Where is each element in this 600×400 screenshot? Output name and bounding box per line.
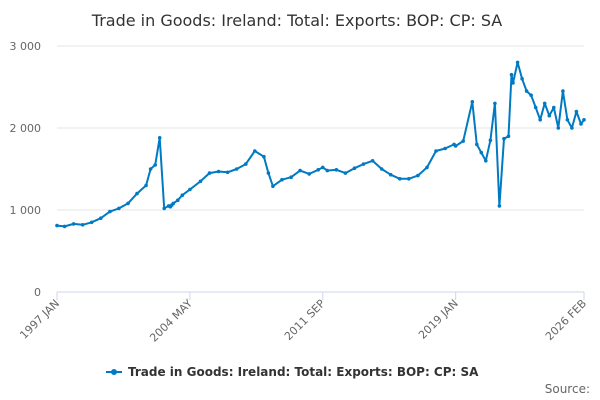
x-tick-label: 2019 JAN xyxy=(416,297,461,342)
series-layer xyxy=(55,60,586,229)
data-point[interactable] xyxy=(398,177,402,181)
x-tick-label: 2004 MAY xyxy=(147,297,195,345)
data-point[interactable] xyxy=(579,122,583,126)
data-point[interactable] xyxy=(520,77,524,81)
data-point[interactable] xyxy=(434,149,438,153)
data-point[interactable] xyxy=(574,109,579,114)
data-point[interactable] xyxy=(325,168,330,173)
legend-label[interactable]: Trade in Goods: Ireland: Total: Exports:… xyxy=(128,365,479,379)
data-point[interactable] xyxy=(529,93,533,97)
legend-swatch-marker xyxy=(111,369,117,375)
y-tick-label: 0 xyxy=(34,286,41,299)
data-point[interactable] xyxy=(509,72,514,77)
data-point[interactable] xyxy=(425,165,429,170)
data-point[interactable] xyxy=(542,101,547,106)
data-point[interactable] xyxy=(157,136,162,140)
data-point[interactable] xyxy=(266,171,271,175)
data-point[interactable] xyxy=(334,168,339,172)
data-point[interactable] xyxy=(488,138,493,143)
data-point[interactable] xyxy=(99,216,103,220)
data-point[interactable] xyxy=(547,113,552,118)
data-point[interactable] xyxy=(565,118,570,122)
data-point[interactable] xyxy=(484,159,488,163)
data-point[interactable] xyxy=(379,167,384,171)
data-point[interactable] xyxy=(502,136,506,141)
legend[interactable]: Trade in Goods: Ireland: Total: Exports:… xyxy=(106,365,479,379)
data-point[interactable] xyxy=(234,167,239,171)
data-point[interactable] xyxy=(479,150,484,155)
data-point[interactable] xyxy=(443,146,447,151)
data-point[interactable] xyxy=(126,201,130,206)
data-point[interactable] xyxy=(71,222,76,226)
data-point[interactable] xyxy=(453,144,458,148)
data-point[interactable] xyxy=(552,105,556,110)
data-point[interactable] xyxy=(343,171,348,175)
data-point[interactable] xyxy=(108,209,112,214)
data-point[interactable] xyxy=(570,126,574,130)
data-point[interactable] xyxy=(298,168,302,173)
data-point[interactable] xyxy=(321,165,325,170)
data-point[interactable] xyxy=(188,187,192,192)
data-point[interactable] xyxy=(407,177,411,181)
data-point[interactable] xyxy=(352,166,357,170)
data-point[interactable] xyxy=(506,134,511,138)
data-point[interactable] xyxy=(253,149,257,153)
data-point[interactable] xyxy=(416,173,420,178)
data-point[interactable] xyxy=(80,223,85,227)
data-point[interactable] xyxy=(475,142,479,147)
y-axis: 0 1 000 2 000 3 000 xyxy=(10,40,42,299)
data-point[interactable] xyxy=(582,118,586,122)
data-point[interactable] xyxy=(515,60,520,65)
data-point[interactable] xyxy=(216,169,221,174)
data-point[interactable] xyxy=(556,126,561,130)
data-point[interactable] xyxy=(89,220,94,225)
data-point[interactable] xyxy=(511,81,515,85)
data-point[interactable] xyxy=(271,184,275,188)
data-point[interactable] xyxy=(144,183,148,188)
y-tick-label: 3 000 xyxy=(10,40,42,53)
data-point[interactable] xyxy=(388,172,393,177)
data-point[interactable] xyxy=(171,201,176,206)
data-point[interactable] xyxy=(538,118,542,122)
data-point[interactable] xyxy=(62,224,67,229)
x-axis: 1997 JAN 2004 MAY 2011 SEP 2019 JAN 2026 FEB xyxy=(17,291,589,345)
data-point[interactable] xyxy=(225,170,230,175)
data-point[interactable] xyxy=(316,168,321,172)
y-tick-label: 2 000 xyxy=(10,122,42,135)
x-tick-label: 2011 SEP xyxy=(282,297,328,343)
data-point[interactable] xyxy=(180,193,185,197)
data-point[interactable] xyxy=(135,191,139,196)
data-point[interactable] xyxy=(162,206,166,211)
x-tick-label: 1997 JAN xyxy=(17,297,62,342)
data-point[interactable] xyxy=(524,89,529,93)
grid-layer xyxy=(57,45,584,211)
data-point[interactable] xyxy=(493,101,497,106)
data-point[interactable] xyxy=(153,163,157,167)
data-point[interactable] xyxy=(117,206,121,211)
data-point[interactable] xyxy=(55,223,59,228)
data-point[interactable] xyxy=(207,171,212,175)
data-point[interactable] xyxy=(497,204,502,208)
x-tick-label: 2026 FEB xyxy=(543,297,589,343)
data-point[interactable] xyxy=(307,172,312,176)
y-tick-label: 1 000 xyxy=(10,204,42,217)
data-point[interactable] xyxy=(370,159,375,163)
data-point[interactable] xyxy=(280,177,284,182)
data-point[interactable] xyxy=(470,100,475,104)
data-point[interactable] xyxy=(198,179,203,184)
chart-title: Trade in Goods: Ireland: Total: Exports:… xyxy=(91,11,503,30)
data-point[interactable] xyxy=(533,105,538,110)
data-point[interactable] xyxy=(176,198,180,202)
data-point[interactable] xyxy=(244,162,248,166)
data-point[interactable] xyxy=(561,89,565,93)
data-point[interactable] xyxy=(289,175,293,179)
data-point[interactable] xyxy=(148,167,153,171)
series-line xyxy=(56,61,585,228)
data-point[interactable] xyxy=(461,139,466,143)
data-point[interactable] xyxy=(262,154,266,159)
data-point[interactable] xyxy=(361,162,366,166)
source-label: Source: xyxy=(545,382,590,396)
